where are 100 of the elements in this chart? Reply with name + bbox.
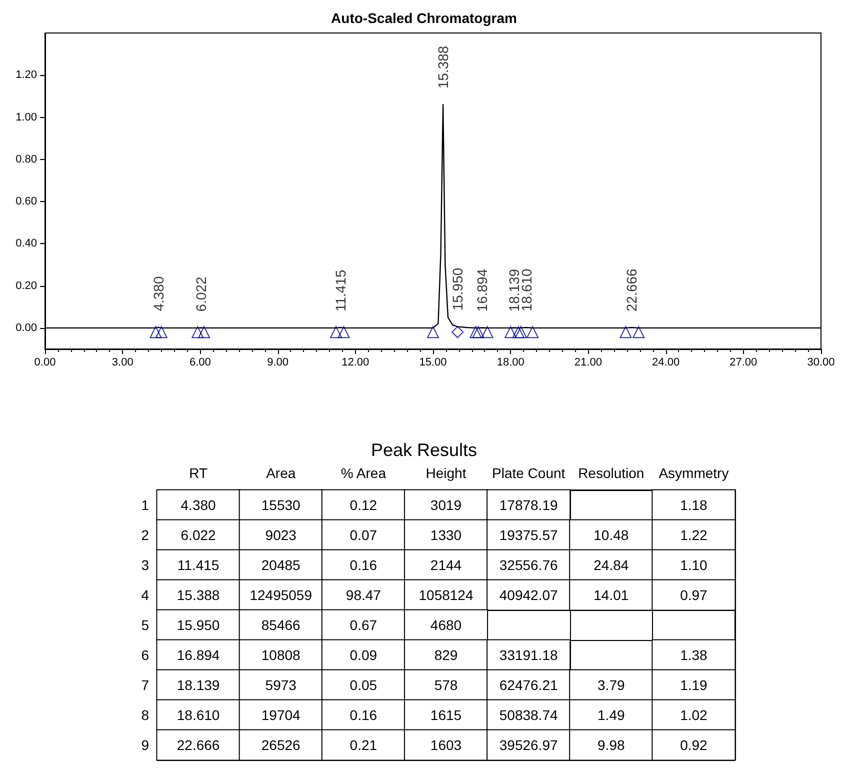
data-label: 1.38: [680, 647, 708, 663]
y-tick-label: 9: [141, 737, 150, 753]
annotation: 22.666: [623, 268, 640, 312]
x-tick-label: Plate Count: [492, 465, 566, 481]
x-tick-label: 15.00: [419, 356, 447, 368]
data-label: 10808: [261, 647, 301, 663]
data-label: 62476.21: [499, 677, 558, 693]
data-label: 0.09: [350, 647, 378, 663]
data-label: 0.12: [350, 497, 378, 513]
y-tick-label: 0.40: [16, 238, 37, 250]
data-label: 1.19: [680, 677, 708, 693]
data-label: 15530: [261, 497, 301, 513]
x-tick-label: 21.00: [574, 356, 602, 368]
y-tick-label: 4: [141, 587, 150, 603]
data-label: 1058124: [418, 587, 474, 603]
data-label: 19704: [261, 707, 301, 723]
data-label: 4.380: [180, 497, 216, 513]
x-tick-label: 30.00: [807, 356, 835, 368]
x-tick-label: % Area: [340, 465, 386, 481]
data-label: 0.67: [350, 617, 378, 633]
data-label: 0.21: [350, 737, 378, 753]
x-tick-label: 12.00: [342, 356, 370, 368]
x-tick-label: 0.00: [34, 356, 56, 368]
data-label: 32556.76: [499, 557, 558, 573]
y-tick-label: 2: [141, 527, 150, 543]
annotation: 11.415: [332, 270, 348, 312]
y-tick-label: 5: [141, 617, 150, 633]
y-tick-label: 0.00: [16, 322, 37, 334]
data-label: 18.610: [176, 707, 220, 723]
data-label: 0.97: [680, 587, 708, 603]
data-label: 829: [434, 647, 458, 663]
y-tick-label: 1.20: [16, 69, 37, 82]
data-label: 98.47: [346, 587, 382, 603]
data-label: 85466: [261, 617, 301, 633]
data-label: 0.05: [350, 677, 378, 693]
data-label: 11.415: [177, 557, 220, 573]
x-tick-label: Height: [426, 465, 466, 481]
data-label: 39526.97: [499, 737, 558, 753]
data-label: 18.139: [176, 677, 220, 693]
x-tick-label: 9.00: [267, 356, 289, 368]
chart-title: Peak Results: [370, 440, 478, 460]
data-label: 1603: [430, 737, 462, 753]
data-label: 3019: [430, 497, 462, 513]
data-label: 10.48: [594, 527, 629, 543]
data-label: 2144: [430, 557, 462, 573]
data-label: 1.10: [680, 557, 708, 573]
data-label: 26526: [261, 737, 301, 753]
data-label: 9023: [265, 527, 297, 543]
data-label: 1.22: [680, 527, 708, 543]
x-tick-label: 24.00: [652, 356, 680, 368]
data-label: 1.18: [680, 497, 708, 513]
y-tick-label: 8: [141, 707, 150, 723]
annotation: 6.022: [192, 276, 209, 312]
chart-title: Auto-Scaled Chromatogram: [331, 10, 517, 26]
x-tick-label: Asymmetry: [658, 465, 729, 481]
x-tick-label: 18.00: [496, 356, 524, 368]
data-label: 9.98: [598, 737, 625, 753]
x-tick-label: 27.00: [730, 356, 758, 368]
annotation: 15.388: [435, 46, 452, 89]
annotation: 16.894: [474, 268, 490, 312]
data-label: 12495059: [250, 587, 312, 603]
annotation: 15.950: [450, 268, 466, 311]
y-tick-label: 3: [141, 557, 150, 573]
data-label: 15.950: [176, 617, 220, 633]
data-label: 0.07: [350, 527, 378, 543]
y-tick-label: 0.80: [16, 153, 37, 166]
data-label: 33191.18: [499, 647, 558, 663]
data-label: 20485: [261, 557, 301, 573]
data-label: 1.02: [680, 707, 708, 723]
data-label: 19375.57: [499, 527, 558, 543]
data-label: 0.92: [680, 737, 708, 753]
data-label: 0.16: [350, 707, 378, 723]
x-tick-label: Resolution: [578, 465, 644, 481]
data-label: 578: [434, 677, 458, 693]
data-label: 6.022: [180, 527, 216, 543]
annotation: 4.380: [150, 276, 166, 312]
x-tick-label: 3.00: [112, 356, 134, 368]
data-label: 24.84: [594, 557, 629, 573]
y-tick-label: 7: [141, 677, 150, 693]
data-label: 14.01: [594, 587, 629, 603]
data-label: 1.49: [598, 707, 625, 723]
y-tick-label: 6: [141, 647, 150, 663]
x-tick-label: 6.00: [189, 356, 211, 368]
data-label: 0.16: [350, 557, 378, 573]
data-label: 22.666: [176, 737, 220, 753]
data-label: 1330: [430, 527, 462, 543]
data-label: 3.79: [598, 677, 625, 693]
data-label: 40942.07: [499, 587, 558, 603]
y-tick-label: 0.60: [16, 196, 37, 208]
data-label: 1615: [430, 707, 462, 723]
y-tick-label: 1.00: [16, 111, 37, 124]
x-tick-label: RT: [189, 465, 208, 481]
data-label: 50838.74: [499, 707, 558, 723]
y-tick-label: 1: [141, 497, 150, 513]
y-tick-label: 0.20: [16, 280, 37, 292]
data-label: 16.894: [176, 647, 220, 663]
data-label: 15.388: [176, 587, 220, 603]
x-tick-label: Area: [266, 465, 296, 481]
data-label: 17878.19: [499, 497, 558, 513]
data-label: 4680: [430, 617, 462, 633]
